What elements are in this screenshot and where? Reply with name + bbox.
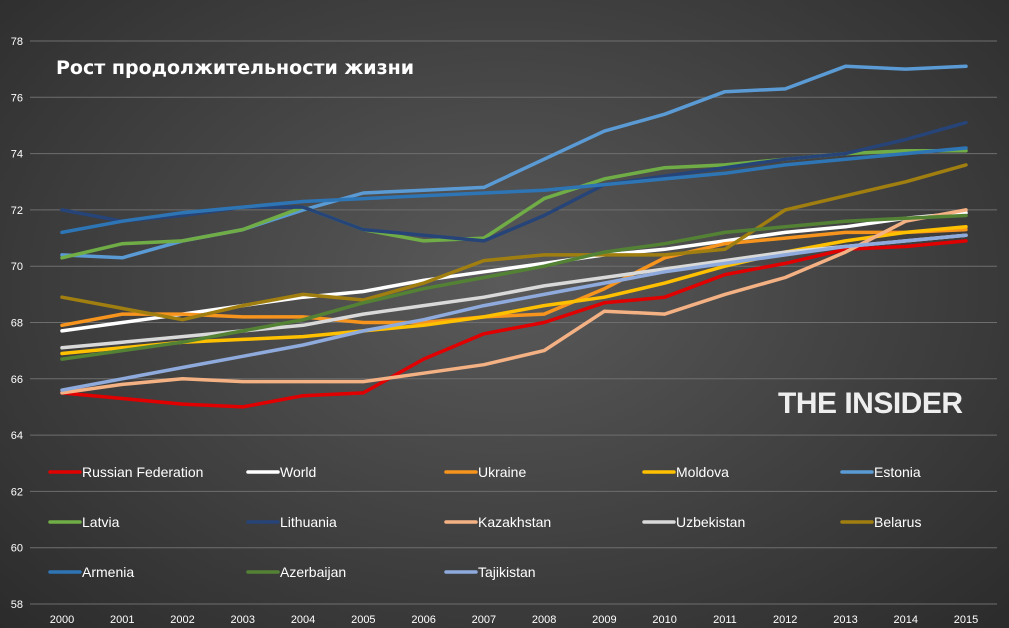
series-line [60, 163, 968, 322]
series-line [60, 233, 968, 392]
x-tick-label: 2007 [472, 614, 496, 626]
legend-label: Uzbekistan [676, 514, 745, 530]
legend-label: Tajikistan [478, 564, 536, 580]
y-tick-label: 76 [11, 92, 23, 104]
y-tick-label: 72 [11, 205, 23, 217]
legend-label: Russian Federation [82, 464, 203, 480]
x-tick-label: 2010 [652, 614, 676, 626]
y-tick-label: 62 [11, 486, 23, 498]
x-tick-label: 2014 [893, 614, 917, 626]
x-tick-label: 2004 [291, 614, 315, 626]
legend: Russian Federation World Ukraine Moldova Est… [48, 464, 921, 580]
series-line [60, 213, 968, 361]
x-tick-label: 2015 [954, 614, 978, 626]
x-tick-label: 2008 [532, 614, 556, 626]
chart-title: Рост продолжительности жизни [56, 57, 414, 79]
y-tick-label: 78 [11, 36, 23, 48]
y-axis-ticks: 58 60 62 64 66 68 70 72 74 76 78 [11, 36, 23, 611]
legend-label: World [280, 464, 316, 480]
series-line [60, 210, 968, 333]
legend-label: Moldova [676, 464, 729, 480]
series-line [60, 225, 968, 356]
x-tick-label: 2013 [833, 614, 857, 626]
y-tick-label: 64 [11, 430, 23, 442]
legend-label: Armenia [82, 564, 134, 580]
x-tick-label: 2012 [773, 614, 797, 626]
x-tick-label: 2011 [713, 614, 737, 626]
series-lines [60, 64, 968, 409]
x-tick-label: 2001 [110, 614, 134, 626]
x-tick-label: 2006 [411, 614, 435, 626]
x-axis-ticks: 2000 2001 2002 2003 2004 2005 2006 2007 2008 2009… [50, 614, 978, 626]
legend-label: Azerbaijan [280, 564, 346, 580]
series-line [60, 239, 968, 409]
series-line [60, 146, 968, 235]
y-tick-label: 74 [11, 149, 23, 161]
x-tick-label: 2000 [50, 614, 74, 626]
watermark-logo: THE INSIDER [778, 387, 963, 420]
series-line [60, 208, 968, 395]
x-tick-label: 2009 [592, 614, 616, 626]
series-line [60, 227, 968, 328]
y-tick-label: 58 [11, 599, 23, 611]
grid-lines [30, 40, 997, 605]
legend-label: Lithuania [280, 514, 337, 530]
series-line [60, 149, 968, 260]
y-tick-label: 70 [11, 261, 23, 273]
x-tick-label: 2003 [231, 614, 255, 626]
y-tick-label: 68 [11, 318, 23, 330]
x-tick-label: 2005 [351, 614, 375, 626]
legend-label: Belarus [874, 514, 921, 530]
x-tick-label: 2002 [170, 614, 194, 626]
y-tick-label: 60 [11, 543, 23, 555]
y-tick-label: 66 [11, 374, 23, 386]
legend-label: Kazakhstan [478, 514, 551, 530]
legend-label: Estonia [874, 464, 921, 480]
legend-label: Latvia [82, 514, 120, 530]
legend-label: Ukraine [478, 464, 526, 480]
